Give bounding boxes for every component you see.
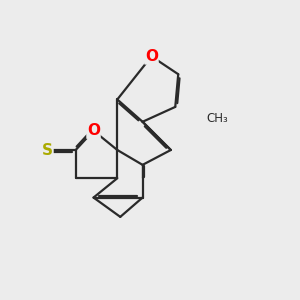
Text: CH₃: CH₃: [206, 112, 228, 125]
Text: O: O: [87, 123, 100, 138]
Text: O: O: [145, 49, 158, 64]
Text: S: S: [42, 142, 53, 158]
